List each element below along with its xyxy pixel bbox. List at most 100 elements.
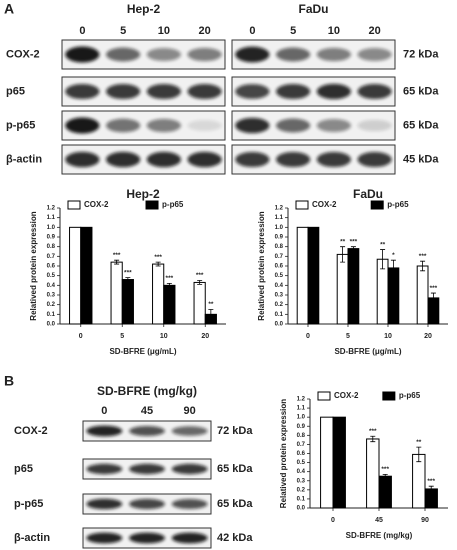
y-tick-label: 0.7 [275,254,284,260]
y-tick-label: 0.6 [275,264,284,270]
bar [152,263,165,325]
y-tick-label: 0.4 [47,283,56,289]
blot-size-label: 65 kDa [403,85,439,97]
blot-row-label: p65 [6,85,25,97]
bar [80,226,93,325]
legend-swatch [145,200,159,210]
blot-band [357,47,392,62]
y-tick-label: 1.0 [275,225,284,231]
blot-band [106,118,141,133]
y-tick-label: 0.9 [47,235,56,241]
y-axis-label: Relatived protein expression [279,399,288,508]
blot-size-label: 65 kDa [217,463,253,475]
significance-label: ** [416,439,422,446]
y-tick-label: 0.3 [275,293,284,299]
blot-size-label: 45 kDa [403,153,439,165]
bar [193,281,206,325]
blot-band [276,83,311,100]
bar [366,438,380,509]
panel-label: A [4,1,14,17]
error-bar [114,259,120,265]
blot-band [171,463,208,475]
blot-band [316,118,351,133]
blot-band [357,119,392,132]
y-tick-label: 0.4 [275,283,284,289]
blot-dose: 5 [290,25,296,37]
blot-dose: 10 [328,25,340,37]
blot-size-label: 65 kDa [217,498,253,510]
legend-label: p-p65 [399,391,421,400]
legend-label: COX-2 [84,200,109,209]
bar [387,267,400,325]
error-bar [428,485,434,493]
x-tick-label: 0 [79,333,83,340]
error-bar [350,246,356,251]
legend-swatch [382,391,396,401]
significance-label: * [392,252,395,259]
significance-label: ** [380,241,386,248]
significance-label: *** [427,478,435,485]
blot-band [65,151,100,168]
y-tick-label: 0.0 [47,322,56,328]
blot-band [106,47,141,62]
blot-header: SD-BFRE (mg/kg) [97,384,197,398]
y-tick-label: 1.1 [275,215,284,221]
blot-band [235,117,270,134]
y-tick-label: 0.3 [297,478,306,484]
blot-band [171,499,208,509]
y-tick-label: 1.1 [297,406,306,412]
blot-band [235,84,270,99]
error-bar [430,292,436,304]
panel-label: B [4,373,14,389]
bar [320,416,334,509]
blot-dose: 0 [101,405,107,417]
error-bar [382,473,388,479]
bar [69,226,82,325]
bar [307,226,320,325]
y-tick-label: 1.2 [47,206,56,212]
blot-band [357,151,392,168]
blot-cell-line: Hep-2 [127,2,161,16]
blot-band [106,83,141,100]
x-tick-label: 45 [375,517,383,524]
y-tick-label: 0.5 [297,460,306,466]
blot-dose: 0 [79,25,85,37]
blot-row-label: p-p65 [6,119,35,131]
y-tick-label: 0.3 [47,293,56,299]
blot-row-label: β-actin [6,153,42,165]
x-tick-label: 20 [424,333,432,340]
blot-band [171,426,208,436]
blot-band [357,83,392,100]
significance-label: *** [381,466,389,473]
y-tick-label: 0.8 [47,244,56,250]
error-bar [340,246,346,263]
bar [378,475,392,509]
significance-label: *** [196,272,204,279]
blot-band [86,532,123,544]
y-tick-label: 1.2 [275,206,284,212]
y-tick-label: 0.0 [275,322,284,328]
blot-band [146,47,181,62]
significance-label: *** [369,428,377,435]
blot-band [106,151,141,168]
blot-band [65,46,100,63]
blot-row-label: p-p65 [14,498,43,510]
blot-band [316,151,351,168]
y-tick-label: 0.2 [297,487,306,493]
x-tick-label: 0 [306,333,310,340]
error-bar [208,309,214,320]
x-axis-label: SD-BFRE (μg/mL) [109,347,176,356]
blot-dose: 10 [158,25,170,37]
blot-band [316,83,351,100]
bar [296,226,309,325]
legend-swatch [67,200,81,210]
y-tick-label: 1.0 [297,415,306,421]
significance-label: ** [208,301,214,308]
legend-swatch [317,391,331,401]
blot-dose: 20 [199,25,211,37]
significance-label: ** [340,238,346,245]
significance-label: *** [154,254,162,261]
error-bar [125,277,131,282]
error-bar [420,260,426,272]
legend-label: p-p65 [162,200,184,209]
